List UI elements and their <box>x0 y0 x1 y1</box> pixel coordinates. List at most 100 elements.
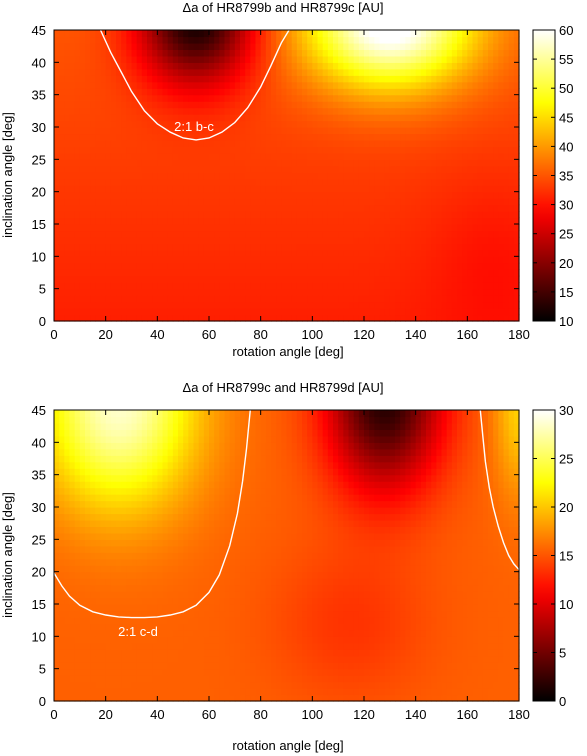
chart-top-heatmap-cell <box>410 217 417 225</box>
chart-top-heatmap-cell <box>436 185 443 193</box>
chart-top-heatmap-cell <box>105 68 112 76</box>
chart-top-heatmap-cell <box>255 217 262 225</box>
chart-top-heatmap-cell <box>369 55 375 63</box>
chart-top-heatmap-cell <box>503 139 510 147</box>
chart-top-heatmap-cell <box>364 68 370 76</box>
chart-top-heatmap-cell <box>457 314 463 322</box>
chart-bottom-heatmap-cell <box>348 662 355 670</box>
chart-top-heatmap-cell <box>364 198 370 206</box>
chart-top-heatmap-cell <box>410 256 417 264</box>
chart-bottom-heatmap-cell <box>198 649 205 657</box>
chart-top-heatmap-cell <box>276 30 282 38</box>
chart-top-heatmap-cell <box>415 94 422 102</box>
chart-top-heatmap-cell <box>74 230 81 238</box>
chart-top-heatmap-cell <box>493 275 499 283</box>
chart-top-heatmap-cell <box>147 120 153 128</box>
chart-top-heatmap-cell <box>353 282 360 290</box>
chart-top-heatmap-cell <box>203 243 210 251</box>
chart-top-heatmap-cell <box>250 198 257 206</box>
chart-bottom-heatmap-cell <box>462 668 468 676</box>
chart-top-heatmap-cell <box>209 165 215 173</box>
chart-top-heatmap-cell <box>172 178 179 186</box>
chart-bottom-heatmap-cell <box>214 681 220 689</box>
chart-top-heatmap-cell <box>312 275 319 283</box>
chart-top-heatmap-cell <box>384 55 391 63</box>
chart-top-heatmap-cell <box>348 114 355 122</box>
chart-bottom-heatmap-cell <box>462 655 468 663</box>
chart-bottom-heatmap-cell <box>116 636 122 644</box>
chart-top-heatmap-cell <box>152 152 158 160</box>
chart-top-heatmap-cell <box>250 178 257 186</box>
chart-bottom-heatmap-cell <box>69 675 76 683</box>
chart-top-heatmap-cell <box>333 165 339 173</box>
chart-top-heatmap-cell <box>374 262 381 270</box>
chart-top-heatmap-cell <box>488 49 494 57</box>
chart-top-heatmap-cell <box>415 217 422 225</box>
chart-top-heatmap-cell <box>126 230 133 238</box>
chart-bottom-heatmap-cell <box>410 662 417 670</box>
chart-top-heatmap-cell <box>395 178 401 186</box>
chart-top-heatmap-cell <box>219 146 226 154</box>
chart-top-heatmap-cell <box>281 262 288 270</box>
chart-top-heatmap-cell <box>431 198 437 206</box>
chart-top-heatmap-cell <box>224 172 231 180</box>
chart-top-heatmap-cell <box>384 36 391 44</box>
chart-top-heatmap-cell <box>95 178 102 186</box>
chart-top-heatmap-cell <box>369 262 375 270</box>
chart-top-heatmap-cell <box>291 114 298 122</box>
chart-top-heatmap-cell <box>157 94 164 102</box>
chart-top-heatmap-cell <box>188 243 195 251</box>
chart-top-heatmap-cell <box>457 133 463 141</box>
chart-bottom-heatmap-cell <box>348 675 355 683</box>
chart-top-heatmap-cell <box>172 152 179 160</box>
chart-top-heatmap-cell <box>54 314 60 322</box>
chart-top-heatmap-cell <box>64 62 71 70</box>
chart-top-heatmap-cell <box>276 211 282 219</box>
chart-top-heatmap-cell <box>348 282 355 290</box>
chart-bottom-heatmap-cell <box>286 649 293 657</box>
chart-bottom-heatmap-cell <box>240 668 246 676</box>
chart-bottom-heatmap-cell <box>286 681 293 689</box>
chart-top-heatmap-cell <box>395 159 401 167</box>
chart-top-heatmap-cell <box>276 152 282 160</box>
chart-top-heatmap-cell <box>503 256 510 264</box>
chart-top-heatmap-cell <box>131 230 138 238</box>
chart-bottom-heatmap-cell <box>193 668 200 676</box>
chart-top-heatmap-cell <box>441 314 448 322</box>
chart-top-heatmap-cell <box>157 282 164 290</box>
chart-top-heatmap-cell <box>513 36 520 44</box>
chart-top-heatmap-cell <box>203 301 210 309</box>
chart-bottom-heatmap-cell <box>209 688 215 696</box>
chart-top-heatmap-cell <box>188 172 195 180</box>
chart-top-heatmap-cell <box>100 224 107 232</box>
chart-top-heatmap-cell <box>178 139 184 147</box>
chart-top-heatmap-cell <box>193 256 200 264</box>
chart-bottom-heatmap-cell <box>364 668 370 676</box>
chart-top-heatmap-cell <box>54 152 60 160</box>
chart-top-heatmap-cell <box>54 230 60 238</box>
chart-bottom-heatmap-cell <box>260 681 267 689</box>
chart-top-heatmap-cell <box>379 191 386 199</box>
chart-top-heatmap-cell <box>482 211 489 219</box>
chart-top-heatmap-cell <box>214 224 220 232</box>
chart-top-heatmap-cell <box>477 178 484 186</box>
chart-top-heatmap-cell <box>441 308 448 316</box>
chart-top-heatmap-cell <box>302 165 308 173</box>
chart-top-heatmap-cell <box>327 301 334 309</box>
chart-top-heatmap-cell <box>343 55 350 63</box>
chart-top-heatmap-cell <box>219 172 226 180</box>
chart-top-heatmap-cell <box>100 185 107 193</box>
chart-top-heatmap-cell <box>224 107 231 115</box>
chart-top-heatmap-cell <box>472 75 479 83</box>
chart-top-heatmap-cell <box>209 36 215 44</box>
chart-top-heatmap-cell <box>441 288 448 296</box>
chart-top-heatmap-cell <box>493 295 499 303</box>
chart-top-heatmap-cell <box>477 81 484 89</box>
chart-top-heatmap-cell <box>100 107 107 115</box>
chart-top-heatmap-cell <box>131 114 138 122</box>
chart-top-heatmap-cell <box>178 107 184 115</box>
chart-top-heatmap-cell <box>436 139 443 147</box>
chart-top-heatmap-cell <box>503 107 510 115</box>
chart-bottom-heatmap-cell <box>85 675 91 683</box>
chart-top-heatmap-cell <box>395 107 401 115</box>
